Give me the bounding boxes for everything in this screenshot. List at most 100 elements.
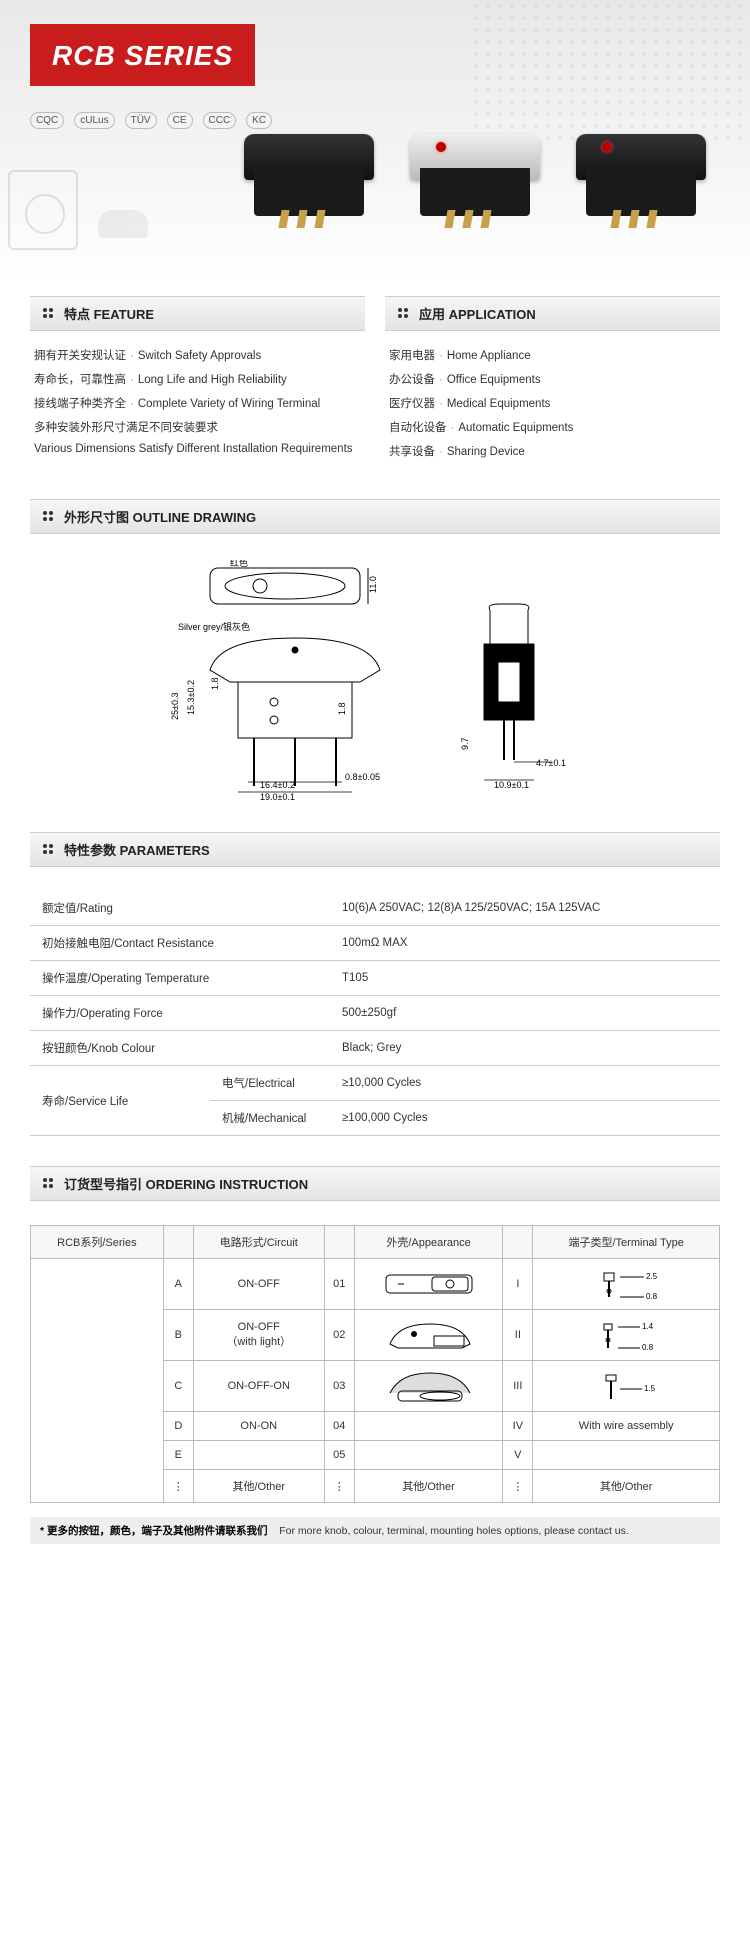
appearance-code: 04 [324,1412,354,1441]
svg-text:Silver grey/银灰色: Silver grey/银灰色 [178,621,250,632]
appearance-cell: 其他/Other [354,1470,503,1503]
svg-text:4.7±0.1: 4.7±0.1 [536,758,566,768]
circuit-code: E [163,1441,193,1470]
terminal-cell: 其他/Other [533,1470,720,1503]
footnote: * 更多的按钮，颜色，端子及其他附件请联系我们 For more knob, c… [30,1517,720,1544]
ordering-table: RCB系列/Series 电路形式/Circuit 外壳/Appearance … [30,1225,720,1503]
svg-text:10.9±0.1: 10.9±0.1 [494,780,529,790]
appearance-code: 05 [324,1441,354,1470]
table-row: 操作温度/Operating TemperatureT105 [30,961,720,996]
feature-col: 特点 FEATURE 拥有开关安规认证·Switch Safety Approv… [30,296,365,463]
svg-text:1.5: 1.5 [644,1384,656,1393]
decor-dots [470,0,750,140]
footnote-en: For more knob, colour, terminal, mountin… [279,1525,629,1537]
svg-text:2.5: 2.5 [646,1272,658,1281]
parameters-table: 额定值/Rating10(6)A 250VAC; 12(8)A 125/250V… [30,891,720,1136]
section-dots-icon [397,307,411,321]
application-item: 医疗仪器·Medical Equipments [389,391,716,415]
section-dots-icon [42,307,56,321]
feature-item: 接线端子种类齐全·Complete Variety of Wiring Term… [34,391,361,415]
ordering-heading: 订货型号指引 ORDERING INSTRUCTION [30,1166,720,1201]
circuit-cell: 其他/Other [193,1470,324,1503]
parameters-heading-text: 特性参数 PARAMETERS [64,840,210,859]
appearance-code: 02 [324,1310,354,1361]
svg-text:0.8: 0.8 [646,1292,658,1301]
table-row: 额定值/Rating10(6)A 250VAC; 12(8)A 125/250V… [30,891,720,926]
table-row: 寿命/Service Life 电气/Electrical ≥10,000 Cy… [30,1066,720,1101]
table-row: 操作力/Operating Force500±250gf [30,996,720,1031]
appearance-code: 03 [324,1361,354,1412]
section-dots-icon [42,843,56,857]
application-item: 办公设备·Office Equipments [389,367,716,391]
outline-drawing-right: 9.7 4.7±0.1 10.9±0.1 [440,600,580,802]
outline-heading-text: 外形尺寸图 OUTLINE DRAWING [64,507,256,526]
cert-badge: cULus [74,112,114,129]
application-heading-text: 应用 APPLICATION [419,304,536,323]
product-switch-black-led [562,120,722,230]
cert-badge: TÜV [125,112,157,129]
svg-text:19.0±0.1: 19.0±0.1 [260,792,295,800]
circuit-cell: ON-OFF-ON [193,1361,324,1412]
application-item: 自动化设备·Automatic Equipments [389,415,716,439]
terminal-cell: 1.5 [533,1361,720,1412]
product-switch-grey [396,120,556,230]
col-terminal: 端子类型/Terminal Type [533,1226,720,1259]
svg-text:25±0.3: 25±0.3 [170,693,180,720]
feature-item: 多种安装外形尺寸满足不同安装要求 [34,415,361,439]
svg-text:0.8: 0.8 [642,1343,654,1352]
section-dots-icon [42,510,56,524]
feature-item: 寿命长，可靠性高·Long Life and High Reliability [34,367,361,391]
terminal-cell: With wire assembly [533,1412,720,1441]
application-item: 家用电器·Home Appliance [389,343,716,367]
application-heading: 应用 APPLICATION [385,296,720,331]
table-row: 初始接触电阻/Contact Resistance100mΩ MAX [30,926,720,961]
section-dots-icon [42,1177,56,1191]
product-switch-black [230,120,390,230]
appearance-cell [354,1412,503,1441]
outline-heading: 外形尺寸图 OUTLINE DRAWING [30,499,720,534]
feature-application-row: 特点 FEATURE 拥有开关安规认证·Switch Safety Approv… [0,280,750,493]
ordering-table-header: RCB系列/Series 电路形式/Circuit 外壳/Appearance … [31,1226,720,1259]
terminal-code: II [503,1310,533,1361]
circuit-code: C [163,1361,193,1412]
application-col: 应用 APPLICATION 家用电器·Home Appliance 办公设备·… [385,296,720,463]
ordering-row: AON-OFF01I2.50.8 [31,1259,720,1310]
feature-item: Various Dimensions Satisfy Different Ins… [34,439,361,459]
ordering-heading-text: 订货型号指引 ORDERING INSTRUCTION [64,1174,308,1193]
circuit-cell: ON-OFF [193,1259,324,1310]
table-row: 按钮颜色/Knob ColourBlack; Grey [30,1031,720,1066]
svg-text:15.3±0.2: 15.3±0.2 [186,680,196,715]
feature-heading: 特点 FEATURE [30,296,365,331]
svg-text:1.8: 1.8 [337,702,347,715]
col-circuit: 电路形式/Circuit [193,1226,324,1259]
terminal-code: I [503,1259,533,1310]
circuit-cell: ON-OFF（with light） [193,1310,324,1361]
cert-badge: CE [167,112,193,129]
outline-drawing-left: 红色 11.0 Silver grey/银灰色 25±0.3 [170,560,400,802]
label-red: 红色 [230,560,248,568]
circuit-code: A [163,1259,193,1310]
terminal-cell: 2.5 0.8 [533,1259,720,1310]
appearance-cell [354,1441,503,1470]
feature-heading-text: 特点 FEATURE [64,304,154,323]
series-cell [31,1259,164,1503]
outline-section: 外形尺寸图 OUTLINE DRAWING [0,493,750,540]
parameters-section: 特性参数 PARAMETERS [0,832,750,873]
appearance-cell [354,1310,503,1361]
svg-text:1.4: 1.4 [642,1322,654,1331]
product-images [230,120,722,230]
svg-text:9.7: 9.7 [460,737,470,750]
circuit-code: D [163,1412,193,1441]
terminal-code: ⋮ [503,1470,533,1503]
svg-text:16.4±0.2: 16.4±0.2 [260,780,295,790]
header: RCB SERIES CQC cULus TÜV CE CCC KC [0,0,750,280]
svg-text:0.8±0.05: 0.8±0.05 [345,772,380,782]
circuit-cell [193,1441,324,1470]
footnote-zh: * 更多的按钮，颜色，端子及其他附件请联系我们 [40,1525,268,1537]
appearance-code: ⋮ [324,1470,354,1503]
col-appearance: 外壳/Appearance [354,1226,503,1259]
appearance-cell [354,1361,503,1412]
svg-text:11.0: 11.0 [368,576,378,593]
outline-drawing-area: 红色 11.0 Silver grey/银灰色 25±0.3 [0,540,750,832]
terminal-code: III [503,1361,533,1412]
